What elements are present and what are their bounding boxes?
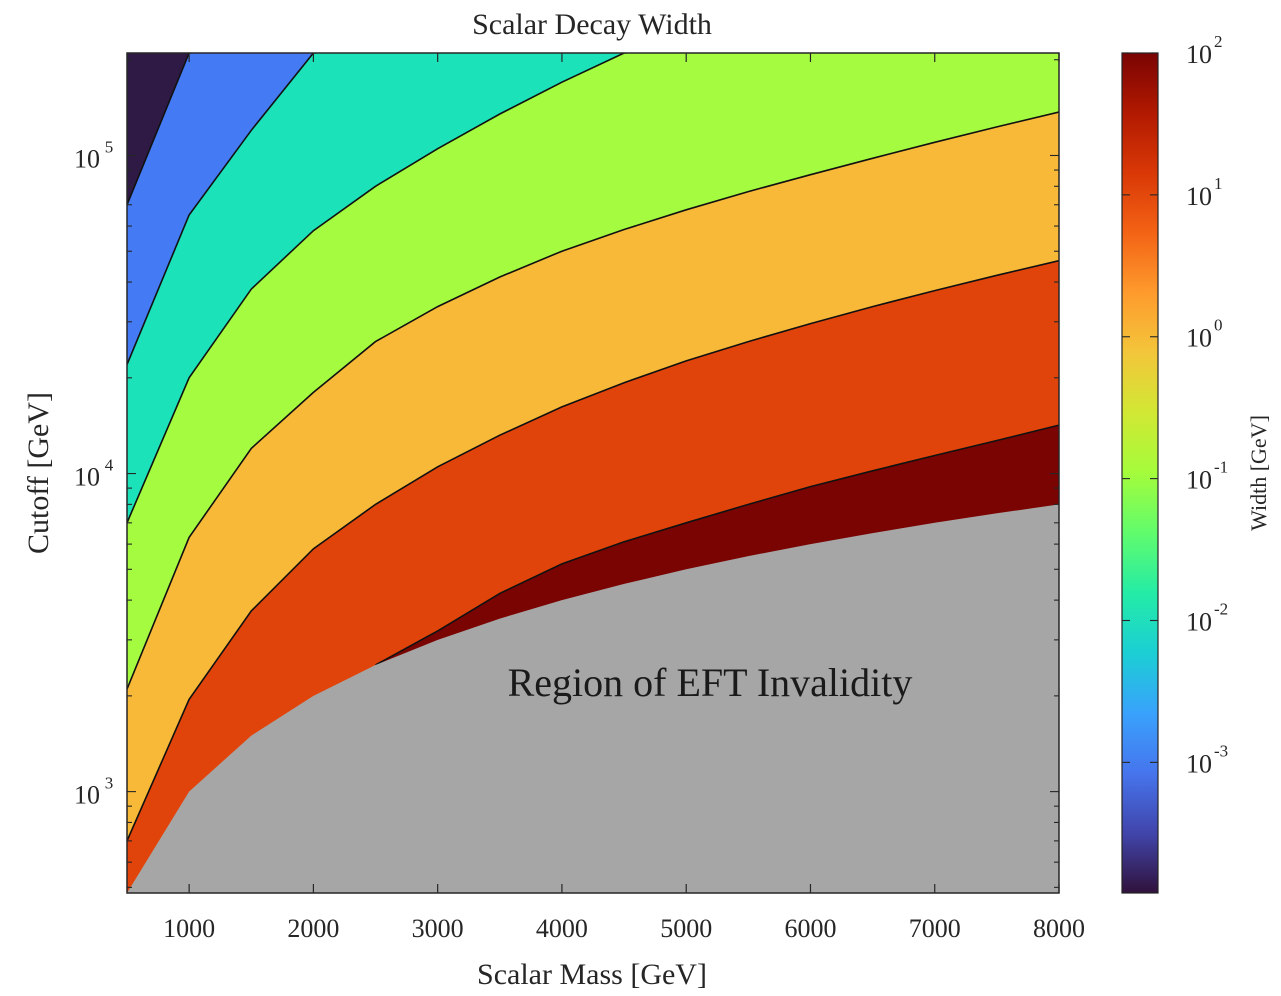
y-tick-label: 10 xyxy=(74,144,100,173)
contour-line-10 xyxy=(127,259,1059,842)
contour-line-0.1 xyxy=(127,53,637,524)
x-tick-label: 4000 xyxy=(536,914,588,943)
x-axis: 1000 2000 3000 4000 5000 6000 7000 8000 xyxy=(163,53,1085,943)
colorbar-tick-label: 10 xyxy=(1186,324,1212,353)
colorbar-tick-exponent: 0 xyxy=(1214,316,1223,335)
chart-title: Scalar Decay Width xyxy=(472,8,712,41)
x-tick-label: 8000 xyxy=(1033,914,1085,943)
y-tick-label: 10 xyxy=(74,781,100,810)
colorbar-tick-exponent: -1 xyxy=(1214,458,1228,477)
plot-area xyxy=(127,53,1059,893)
contour-line-0.01 xyxy=(127,53,326,365)
x-tick-label: 6000 xyxy=(784,914,836,943)
y-tick-exponent: 5 xyxy=(105,137,114,156)
y-tick-label: 10 xyxy=(74,463,100,492)
colorbar-label: Width [GeV] xyxy=(1246,415,1271,531)
y-tick-exponent: 3 xyxy=(105,774,114,793)
x-tick-label: 2000 xyxy=(287,914,339,943)
colorbar-tick-exponent: 1 xyxy=(1214,174,1223,193)
colorbar-tick-label: 10 xyxy=(1186,182,1212,211)
invalid-region xyxy=(127,504,1059,893)
x-tick-label: 1000 xyxy=(163,914,215,943)
y-axis: 10 3 10 4 10 5 xyxy=(74,59,1059,888)
colorbar-tick-label: 10 xyxy=(1186,749,1212,778)
colorbar-tick-exponent: 2 xyxy=(1214,32,1223,51)
colorbar-tick-label: 10 xyxy=(1186,40,1212,69)
contour-line-100 xyxy=(375,424,1059,666)
colorbar-tick-label: 10 xyxy=(1186,607,1212,636)
plot-frame xyxy=(126,52,1060,894)
x-tick-label: 5000 xyxy=(660,914,712,943)
contour-line-0.001 xyxy=(127,53,202,206)
x-tick-label: 7000 xyxy=(909,914,961,943)
y-tick-exponent: 4 xyxy=(105,456,114,475)
colorbar-tick-exponent: -2 xyxy=(1214,599,1228,618)
y-axis-label: Cutoff [GeV] xyxy=(22,392,55,554)
colorbar-tick-label: 10 xyxy=(1186,466,1212,495)
x-tick-label: 3000 xyxy=(412,914,464,943)
invalid-region-annotation: Region of EFT Invalidity xyxy=(508,660,913,705)
colorbar-tick-exponent: -3 xyxy=(1214,741,1228,760)
colorbar xyxy=(1121,52,1159,894)
x-axis-label: Scalar Mass [GeV] xyxy=(477,958,707,991)
contour-line-1 xyxy=(127,111,1059,690)
